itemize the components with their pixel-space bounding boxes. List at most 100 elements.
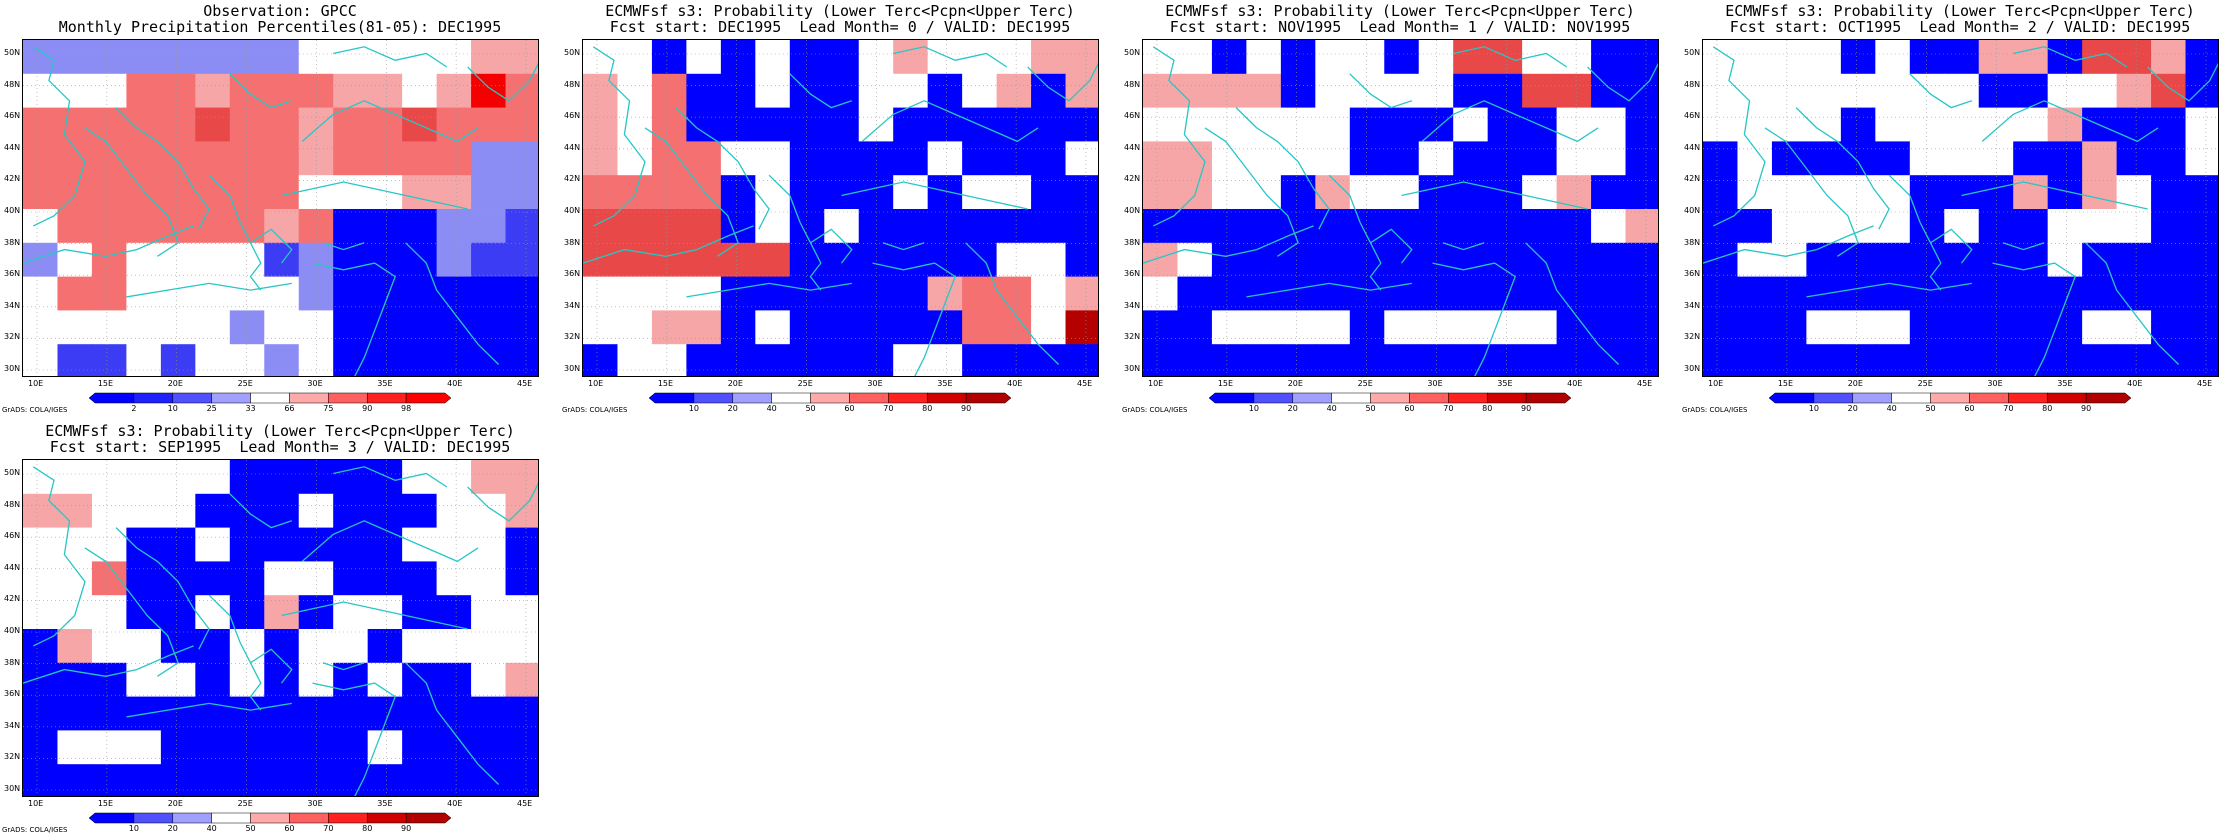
x-tick-label: 20E	[1847, 379, 1863, 388]
colorbar-label: 40	[1886, 404, 1897, 413]
grid-cell	[1349, 209, 1385, 244]
grid-cell	[755, 73, 791, 109]
grid-cell	[126, 40, 162, 75]
x-tick-label: 25E	[1357, 379, 1373, 388]
grid-cell	[2116, 310, 2152, 345]
colorbar-swatch	[1253, 392, 1294, 404]
grid-cell	[1384, 141, 1420, 176]
grid-cell	[367, 561, 403, 596]
grid-cell	[298, 730, 334, 765]
y-tick-label: 40N	[1124, 206, 1141, 215]
grid-cell	[2047, 310, 2083, 345]
grid-cell	[1591, 209, 1627, 244]
grid-cell	[2047, 242, 2083, 278]
grid-cell	[1453, 40, 1489, 75]
colorbar-label: 80	[2042, 404, 2053, 413]
x-tick-label: 40E	[2127, 379, 2143, 388]
grid-cell	[402, 73, 438, 109]
y-tick-label: 44N	[564, 142, 581, 152]
grid-cell	[1211, 209, 1247, 244]
credit-label: GrADS: COLA/IGES	[2, 406, 68, 414]
grid-cell	[160, 40, 196, 75]
grid-cell	[1246, 344, 1282, 376]
grid-cell	[471, 662, 507, 698]
colorbar-label: 90	[1521, 404, 1532, 413]
probability-map	[22, 459, 539, 797]
grid-cell	[2151, 107, 2187, 142]
coastline	[2013, 46, 2128, 68]
grid-cell	[57, 40, 93, 75]
grid-cell	[1280, 107, 1316, 142]
grid-cell	[505, 209, 538, 244]
grid-cell	[471, 310, 507, 345]
colorbar-label: 80	[1482, 404, 1493, 413]
grid-cell	[1591, 310, 1627, 345]
grid-cell	[160, 696, 196, 731]
grid-cell	[471, 527, 507, 562]
grid-cell	[583, 310, 619, 345]
grid-cell	[1349, 107, 1385, 142]
panel-title: ECMWFsf s3: Probability (Lower Terc<Pcpn…	[45, 422, 515, 440]
grid-cell	[160, 493, 196, 529]
grid-cell	[824, 107, 860, 142]
y-tick-label: 36N	[564, 269, 581, 279]
grid-cell	[1806, 242, 1842, 278]
colorbar-swatch	[2008, 392, 2048, 404]
colorbar-label: 70	[2003, 404, 2014, 413]
grid-cell	[298, 40, 334, 75]
coastline	[301, 100, 479, 143]
x-tick-label: 10E	[1708, 379, 1724, 388]
y-tick-label: 30N	[1684, 364, 1701, 373]
grid-cell	[23, 141, 59, 176]
colorbar-swatch	[133, 812, 174, 824]
grid-cell	[2151, 175, 2187, 210]
colorbar-label: 33	[245, 404, 256, 413]
grid-cell	[2185, 107, 2218, 142]
colorbar-swatch	[211, 812, 251, 824]
colorbar-label: 10	[688, 404, 699, 413]
coastline	[1235, 107, 1330, 230]
grid-cell	[160, 344, 196, 376]
grid-cell	[264, 696, 300, 731]
grid-cell	[264, 561, 300, 596]
coastline	[229, 73, 293, 109]
grid-cell	[858, 40, 894, 75]
grid-cell	[1418, 73, 1454, 109]
grid-cell	[298, 696, 334, 731]
map-panel: ECMWFsf s3: Probability (Lower Terc<Pcpn…	[560, 0, 1120, 420]
grid-cell	[1840, 107, 1876, 142]
grid-cell	[617, 73, 653, 109]
grid-cell	[1944, 141, 1980, 176]
grid-cell	[583, 209, 619, 244]
grid-cell	[789, 40, 825, 75]
x-tick-label: 40E	[447, 799, 463, 808]
grid-cell	[229, 527, 265, 562]
coastline	[405, 242, 500, 365]
grid-cell	[1737, 276, 1773, 311]
grid-cell	[264, 107, 300, 142]
grid-cell	[1625, 40, 1658, 75]
y-tick-label: 36N	[1684, 269, 1701, 279]
grid-cell	[23, 527, 59, 562]
x-tick-label: 35E	[377, 379, 393, 388]
grid-cell	[1065, 276, 1098, 311]
colorbar-label: 66	[284, 404, 295, 413]
coastline	[1806, 282, 1972, 298]
coastline	[965, 242, 1060, 365]
panel-subtitle: Fcst start: DEC1995 Lead Month= 0 / VALI…	[609, 18, 1071, 36]
grid-cell	[1625, 175, 1658, 210]
colorbar-swatch	[649, 392, 695, 404]
grid-cell	[1031, 242, 1067, 278]
grid-cell	[2151, 209, 2187, 244]
grid-cell	[23, 175, 59, 210]
coastline	[301, 520, 479, 563]
grid-cell	[1280, 242, 1316, 278]
grid-cell	[1875, 344, 1911, 376]
grid-cell	[1143, 310, 1179, 345]
grid-cell	[2151, 40, 2187, 75]
colorbar-swatch	[289, 392, 329, 404]
grid-cell	[651, 242, 687, 278]
y-tick-label: 50N	[564, 48, 581, 57]
grid-cell	[1591, 107, 1627, 142]
coastline	[322, 662, 365, 671]
